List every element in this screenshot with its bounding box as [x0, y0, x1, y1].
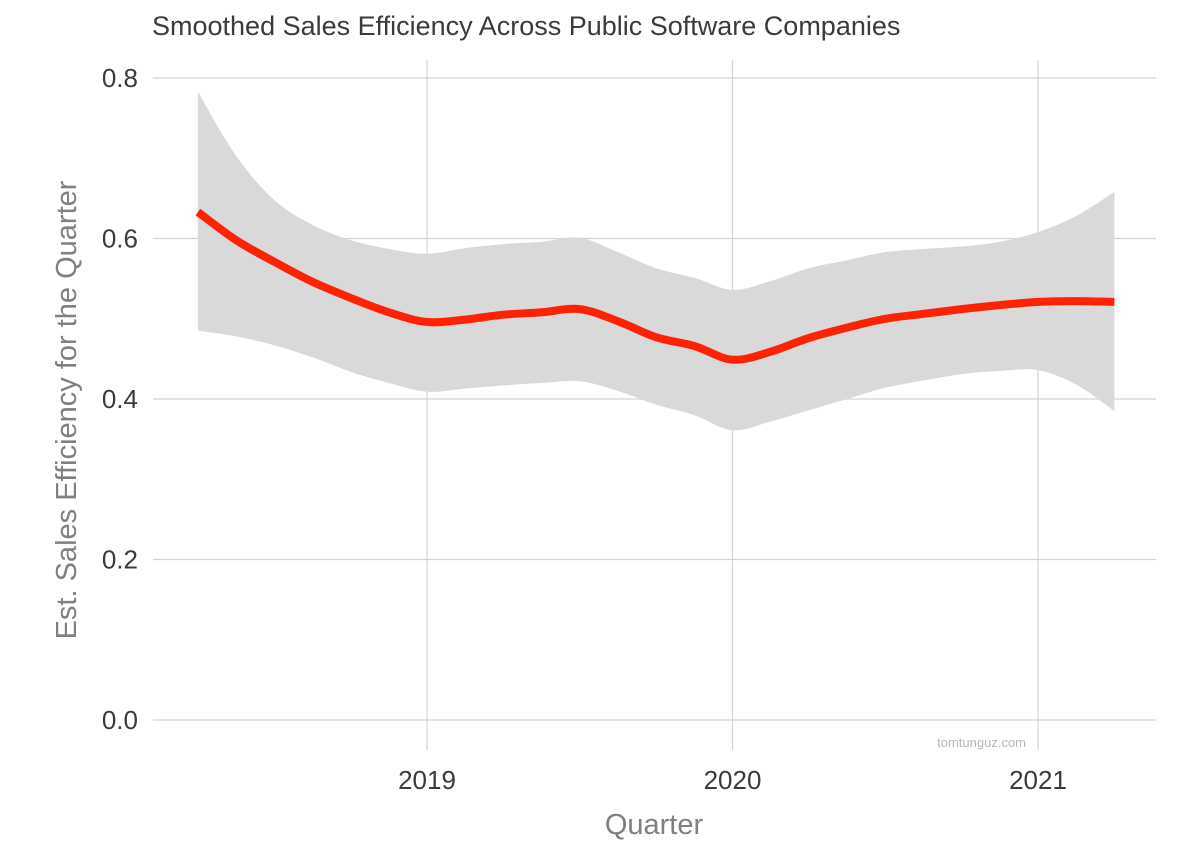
- y-tick-label: 0.0: [102, 705, 138, 735]
- confidence-band-layer: [197, 91, 1115, 431]
- x-tick-label: 2021: [1009, 765, 1067, 795]
- series-line: [195, 208, 1115, 364]
- x-tick-label: 2019: [398, 765, 456, 795]
- x-axis-ticks: 2019 2020 2021: [398, 765, 1067, 795]
- y-tick-label: 0.6: [102, 224, 138, 254]
- y-tick-label: 0.8: [102, 63, 138, 93]
- x-tick-label: 2020: [704, 765, 762, 795]
- line-layer: [195, 208, 1115, 364]
- confidence-band: [197, 91, 1115, 431]
- y-axis-ticks: 0.0 0.2 0.4 0.6 0.8: [102, 63, 138, 735]
- watermark: tomtunguz.com: [937, 735, 1026, 750]
- chart-title: Smoothed Sales Efficiency Across Public …: [152, 11, 900, 41]
- x-axis-label: Quarter: [605, 809, 704, 841]
- y-tick-label: 0.2: [102, 545, 138, 575]
- y-axis-label: Est. Sales Efficiency for the Quarter: [51, 180, 83, 639]
- y-tick-label: 0.4: [102, 384, 138, 414]
- grid: [153, 60, 1156, 750]
